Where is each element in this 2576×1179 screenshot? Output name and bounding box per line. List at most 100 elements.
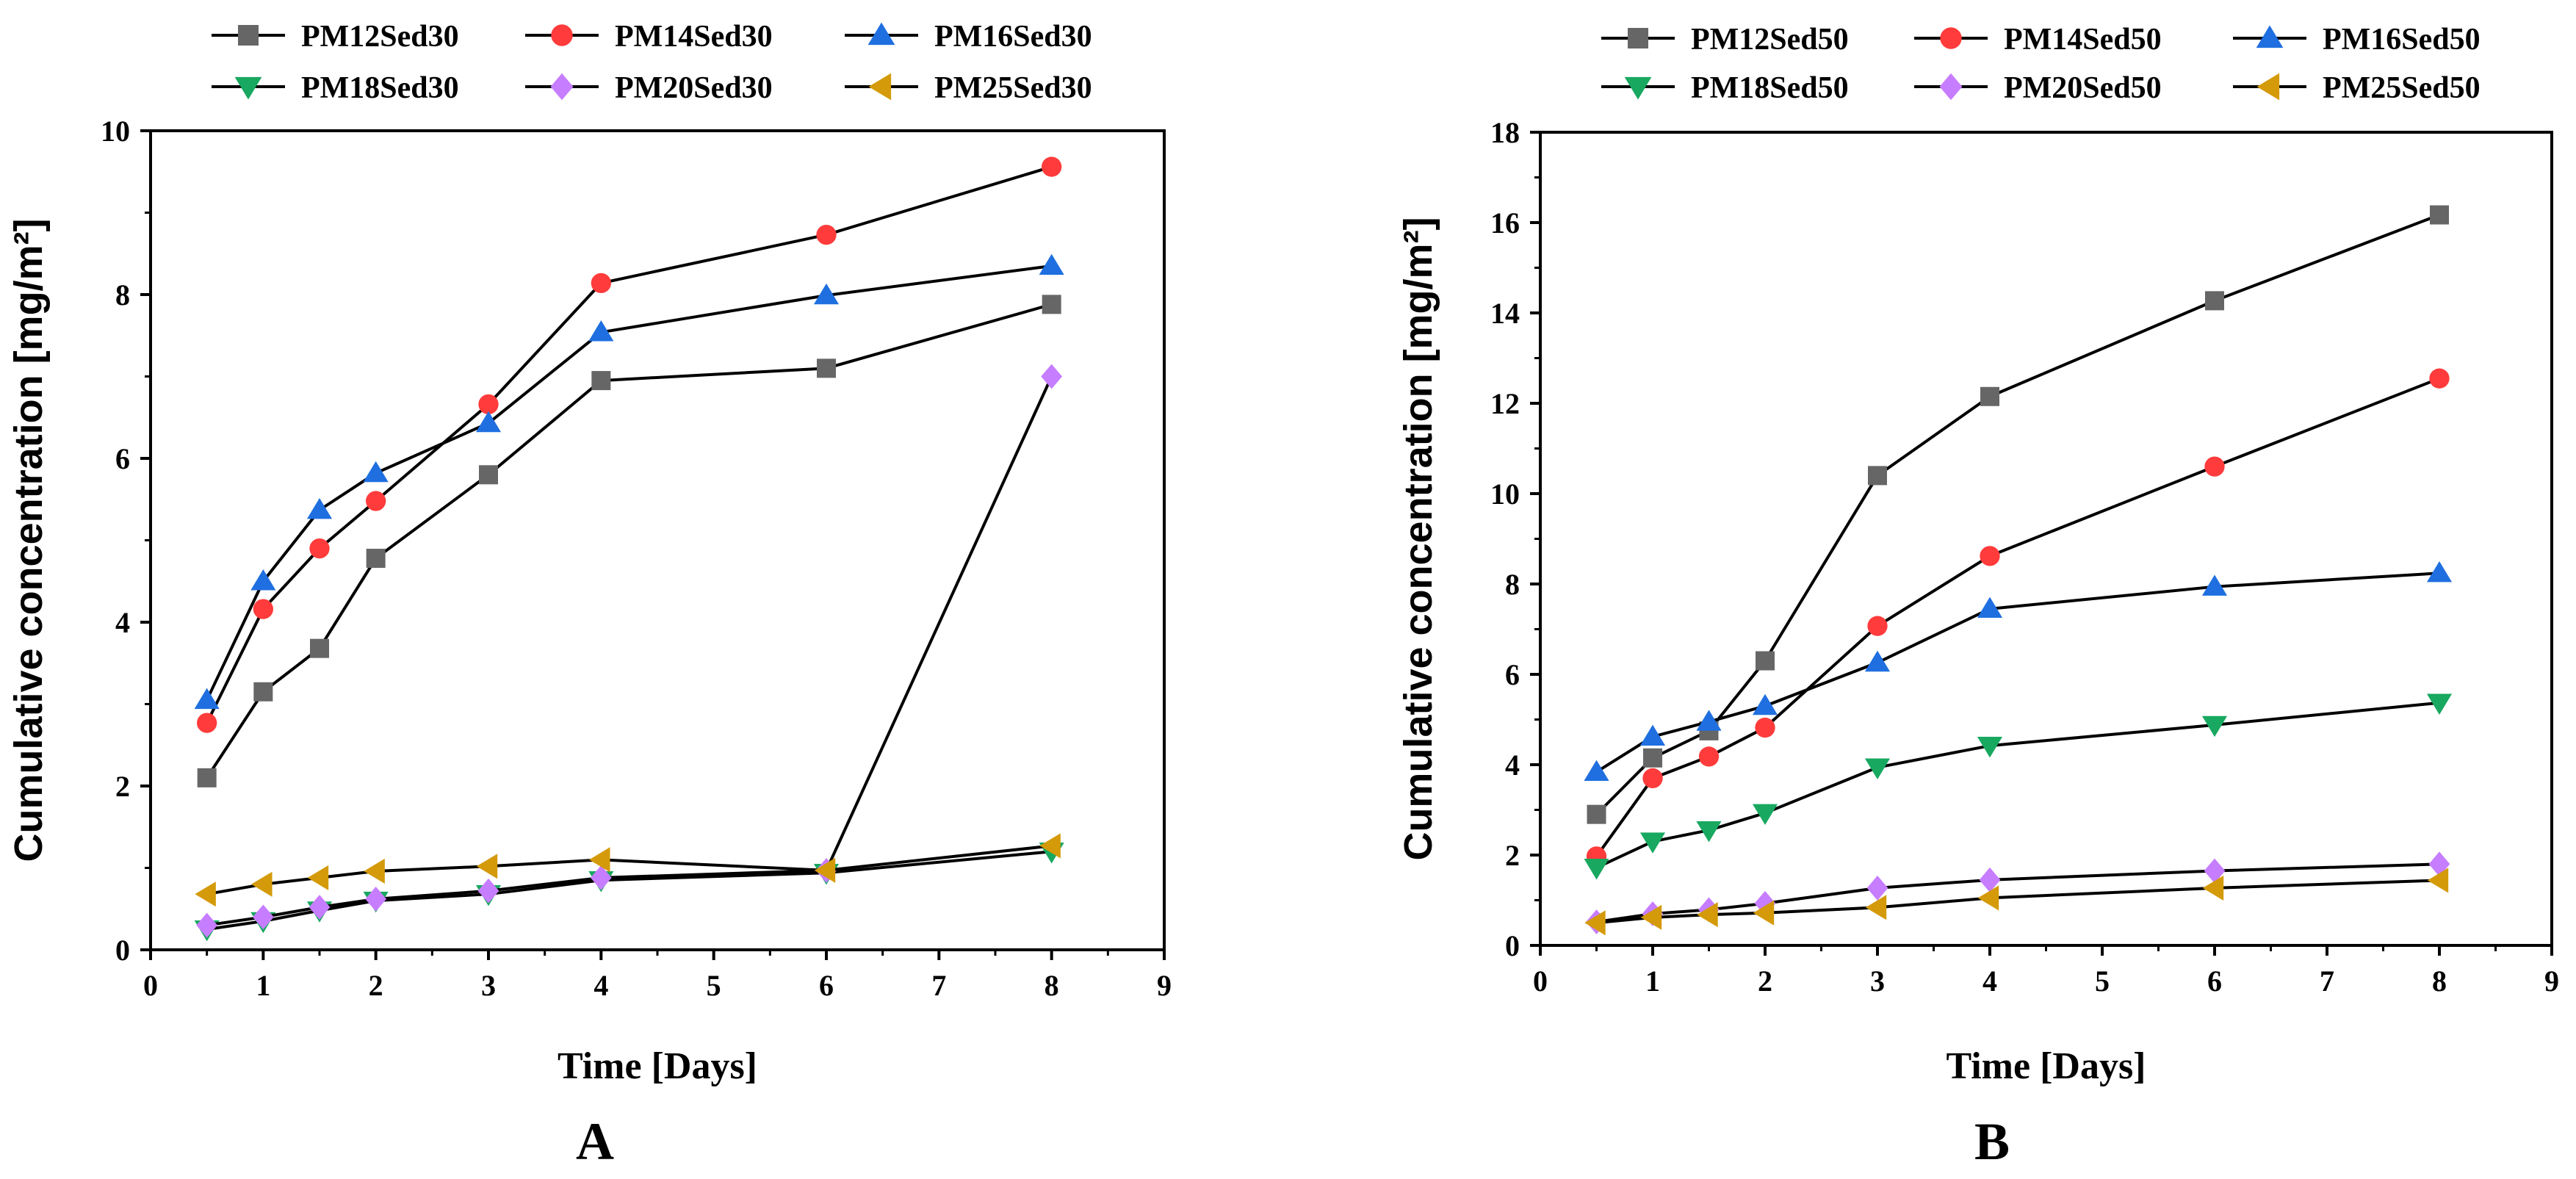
data-point xyxy=(813,283,840,305)
legend-label: PM14Sed50 xyxy=(2004,23,2162,57)
data-point xyxy=(250,569,276,591)
y-tick-label: 6 xyxy=(115,442,130,475)
data-point xyxy=(1039,253,1064,275)
data-point xyxy=(1587,804,1606,824)
legend-item: PM14Sed50 xyxy=(1914,23,2162,57)
legend-item: PM25Sed50 xyxy=(2233,71,2481,105)
x-tick-label: 8 xyxy=(1045,969,1059,1002)
y-axis-title: Cumulative concentration [mg/m²] xyxy=(7,218,51,862)
x-tick-label: 8 xyxy=(2432,965,2447,998)
legend-item: PM20Sed50 xyxy=(1914,71,2162,105)
series-line xyxy=(205,303,1053,779)
data-point xyxy=(1697,902,1718,928)
legend-label: PM18Sed50 xyxy=(1691,71,1849,105)
data-point xyxy=(589,847,610,873)
data-point xyxy=(197,713,217,733)
data-point xyxy=(1696,710,1722,731)
y-tick-label: 12 xyxy=(1490,387,1520,420)
data-point xyxy=(591,371,611,391)
legend-marker xyxy=(2256,73,2280,101)
x-tick-label: 7 xyxy=(931,969,946,1002)
legend-label: PM16Sed50 xyxy=(2323,23,2481,57)
legend-marker xyxy=(2256,25,2284,48)
data-point xyxy=(1752,693,1778,715)
legend-item: PM25Sed30 xyxy=(845,71,1092,105)
data-point xyxy=(1698,746,1720,767)
series-line xyxy=(206,375,1053,927)
data-point xyxy=(1867,616,1888,636)
x-tick-label: 0 xyxy=(143,969,158,1002)
data-point xyxy=(1753,900,1775,926)
data-point xyxy=(1584,859,1609,880)
legend-label: PM16Sed30 xyxy=(934,20,1092,54)
data-point xyxy=(2201,715,2228,738)
legend-marker xyxy=(867,22,895,46)
data-point xyxy=(195,881,216,907)
y-tick-label: 6 xyxy=(1505,658,1520,691)
data-point xyxy=(252,904,274,930)
data-point xyxy=(816,224,837,245)
data-point xyxy=(590,865,612,890)
x-tick-label: 7 xyxy=(2320,965,2334,998)
data-point xyxy=(1042,156,1062,177)
legend-label: PM14Sed30 xyxy=(615,20,773,54)
series-PM25Sed30 xyxy=(195,833,1061,907)
data-point xyxy=(1977,596,2003,619)
legend-item: PM20Sed30 xyxy=(525,71,773,105)
data-point xyxy=(2427,868,2449,893)
data-point xyxy=(306,497,333,519)
x-tick-label: 5 xyxy=(2095,965,2110,998)
legend-label: PM20Sed50 xyxy=(2004,71,2162,105)
series-line xyxy=(1595,213,2440,816)
data-point xyxy=(1979,867,2001,893)
data-point xyxy=(1754,890,1776,916)
data-point xyxy=(2204,858,2226,884)
data-point xyxy=(309,538,330,559)
legend: PM12Sed30 PM14Sed30 PM16Sed30 PM18Sed30 PM20… xyxy=(212,20,1092,105)
data-point xyxy=(364,858,385,884)
legend-label: PM20Sed30 xyxy=(615,71,773,105)
data-point xyxy=(363,461,389,483)
chart-panel-a: 0 1 2 3 4 5 6 7 8 9 0 2 4 6 8 10 Time [Days] Cumulative c… xyxy=(7,20,1172,1171)
legend-item: PM18Sed30 xyxy=(212,71,459,105)
legend-marker xyxy=(1628,28,1648,48)
x-tick-label: 2 xyxy=(369,969,383,1002)
data-point xyxy=(253,682,273,702)
series-PM12Sed50 xyxy=(1587,205,2449,824)
series-PM14Sed30 xyxy=(197,156,1062,733)
series-line xyxy=(1595,572,2440,774)
data-point xyxy=(2428,851,2450,877)
data-point xyxy=(1977,885,1999,911)
series-PM12Sed30 xyxy=(197,295,1061,787)
data-point xyxy=(2205,291,2224,311)
data-point xyxy=(196,912,218,938)
data-point xyxy=(817,358,836,378)
legend-item: PM14Sed30 xyxy=(525,20,773,54)
x-tick-label: 4 xyxy=(594,969,608,1002)
data-point xyxy=(310,638,329,658)
data-point xyxy=(1640,904,1662,930)
data-point xyxy=(1696,821,1722,843)
legend-item: PM16Sed30 xyxy=(845,20,1092,54)
y-tick-label: 4 xyxy=(115,606,130,639)
data-point xyxy=(1639,832,1666,854)
legend-marker xyxy=(551,24,573,46)
plot-frame xyxy=(1539,131,2553,947)
data-point xyxy=(1756,651,1775,671)
legend-label: PM18Sed30 xyxy=(301,71,459,105)
legend-item: PM12Sed50 xyxy=(1601,23,1849,57)
legend: PM12Sed50 PM14Sed50 PM16Sed50 PM18Sed50 PM20… xyxy=(1601,23,2481,105)
x-tick-label: 6 xyxy=(819,969,834,1002)
x-axis-title: Time [Days] xyxy=(558,1045,757,1087)
series-line xyxy=(1595,377,2440,858)
data-point xyxy=(2426,560,2453,583)
y-tick-label: 4 xyxy=(1505,749,1520,782)
data-point xyxy=(1865,895,1887,920)
y-axis-title: Cumulative concentration [mg/m²] xyxy=(1396,217,1440,860)
series-PM18Sed50 xyxy=(1584,693,2453,880)
legend-item: PM12Sed30 xyxy=(212,20,459,54)
series-line xyxy=(205,264,1052,701)
data-point xyxy=(197,768,217,787)
legend-marker xyxy=(868,73,892,101)
data-point xyxy=(588,320,614,342)
